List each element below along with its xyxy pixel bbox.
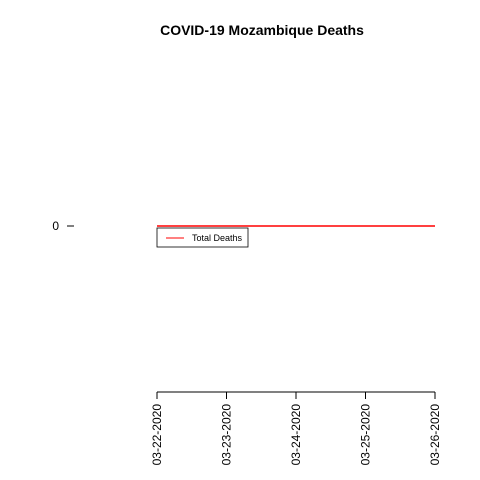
legend-box	[156, 227, 249, 248]
legend: Total Deaths	[156, 227, 249, 248]
x-tick-label: 03-26-2020	[428, 404, 442, 466]
x-tick-label: 03-24-2020	[289, 404, 303, 466]
legend-label: Total Deaths	[192, 233, 243, 243]
chart-title: COVID-19 Mozambique Deaths	[160, 22, 364, 38]
x-tick-label: 03-23-2020	[220, 404, 234, 466]
y-axis: 0	[52, 219, 74, 233]
y-tick-label: 0	[52, 219, 59, 233]
x-tick-label: 03-22-2020	[150, 404, 164, 466]
x-axis: 03-22-2020 03-23-2020 03-24-2020 03-25-2020…	[150, 391, 442, 466]
x-tick-label: 03-25-2020	[359, 404, 373, 466]
